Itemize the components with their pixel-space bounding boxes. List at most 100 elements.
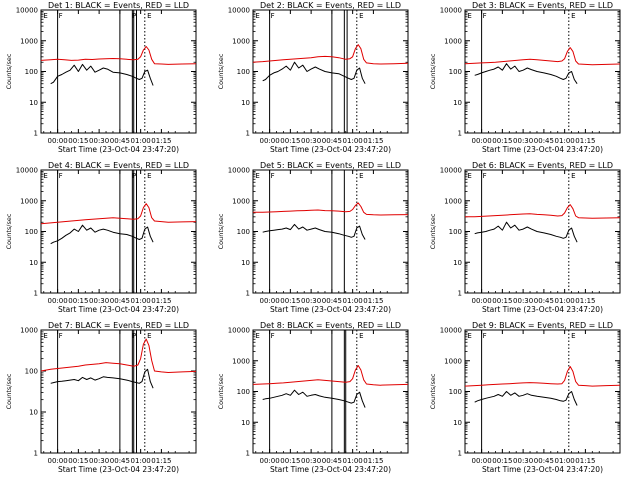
plot-frame — [40, 169, 197, 294]
x-tick-label: 00:30 — [89, 137, 109, 145]
x-tick-label: 01:00 — [131, 457, 151, 465]
x-tick-label: 01:00 — [555, 137, 575, 145]
detector-panel-7: Det 7: BLACK = Events, RED = LLD Counts/s… — [5, 321, 197, 474]
x-axis-label: Start Time (23-Oct-04 23:47:20) — [482, 145, 603, 154]
interval-marker: P — [132, 172, 136, 180]
y-tick-label: 100 — [25, 368, 38, 376]
x-tick-label: 01:00 — [131, 137, 151, 145]
y-tick-label: 100 — [237, 388, 250, 396]
interval-marker: F — [483, 172, 487, 180]
series-line-events — [474, 391, 578, 406]
x-tick-label: 00:15 — [280, 457, 300, 465]
y-tick-label: 100 — [25, 228, 38, 236]
chart-title: Det 5: BLACK = Events, RED = LLD — [260, 161, 401, 170]
x-tick-label: 00:45 — [110, 137, 130, 145]
detector-panel-9: Det 9: BLACK = Events, RED = LLD Counts/s… — [429, 321, 621, 474]
detector-panel-6: Det 6: BLACK = Events, RED = LLD Counts/s… — [429, 161, 621, 314]
series-line-lld — [40, 203, 197, 225]
y-axis-label: Counts/sec — [429, 373, 437, 409]
y-tick-label: 100 — [449, 228, 462, 236]
x-tick-label: 00:45 — [110, 297, 130, 305]
y-tick-label: 1 — [458, 130, 462, 138]
x-tick-label: 01:15 — [151, 137, 171, 145]
x-tick-label: 01:15 — [575, 297, 595, 305]
y-axis-label: Counts/sec — [5, 213, 13, 249]
x-tick-label: 00:00 — [48, 137, 68, 145]
x-axis-label: Start Time (23-Oct-04 23:47:20) — [270, 305, 391, 314]
interval-marker: E — [147, 172, 151, 180]
x-tick-label: 01:00 — [343, 457, 363, 465]
interval-marker: E — [255, 12, 259, 20]
series-line-events — [50, 224, 154, 245]
x-axis-label: Start Time (23-Oct-04 23:47:20) — [482, 305, 603, 314]
interval-marker: E — [147, 12, 151, 20]
chart-title: Det 2: BLACK = Events, RED = LLD — [260, 1, 401, 10]
y-tick-label: 1000 — [20, 197, 38, 205]
series-line-lld — [253, 202, 409, 216]
plot-frame — [252, 329, 409, 454]
y-axis-label: Counts/sec — [217, 53, 225, 89]
interval-marker: E — [571, 332, 575, 340]
x-tick-label: 00:45 — [322, 297, 342, 305]
interval-marker: E — [571, 12, 575, 20]
x-tick-label: 00:30 — [301, 457, 321, 465]
chart-title: Det 9: BLACK = Events, RED = LLD — [472, 321, 613, 330]
y-tick-label: 10000 — [440, 7, 462, 15]
interval-marker: P — [132, 332, 136, 340]
interval-marker: E — [255, 332, 259, 340]
y-tick-label: 10 — [29, 259, 38, 267]
detector-panel-2: Det 2: BLACK = Events, RED = LLD Counts/s… — [217, 1, 409, 154]
y-tick-label: 1 — [458, 290, 462, 298]
interval-marker: E — [43, 172, 47, 180]
interval-marker: F — [59, 12, 63, 20]
y-tick-label: 1000 — [232, 197, 250, 205]
y-tick-label: 100 — [237, 228, 250, 236]
y-tick-label: 1000 — [232, 357, 250, 365]
chart-title: Det 7: BLACK = Events, RED = LLD — [48, 321, 189, 330]
y-tick-label: 10000 — [16, 167, 38, 175]
y-tick-label: 10000 — [228, 327, 250, 335]
x-tick-label: 01:00 — [343, 297, 363, 305]
y-tick-label: 100 — [25, 68, 38, 76]
x-tick-label: 00:30 — [301, 297, 321, 305]
x-tick-label: 01:00 — [555, 297, 575, 305]
plot-frame — [252, 169, 409, 294]
y-tick-label: 10000 — [440, 327, 462, 335]
detector-panel-8: Det 8: BLACK = Events, RED = LLD Counts/s… — [217, 321, 409, 474]
y-tick-label: 10 — [29, 99, 38, 107]
x-tick-label: 00:15 — [492, 297, 512, 305]
x-tick-label: 01:00 — [343, 137, 363, 145]
interval-marker: F — [271, 172, 275, 180]
series-line-events — [262, 389, 366, 408]
x-tick-label: 00:15 — [68, 297, 88, 305]
x-axis-label: Start Time (23-Oct-04 23:47:20) — [58, 465, 179, 474]
detector-panel-4: Det 4: BLACK = Events, RED = LLD Counts/s… — [5, 161, 197, 314]
y-tick-label: 1 — [34, 130, 38, 138]
x-tick-label: 00:00 — [48, 457, 68, 465]
interval-marker: E — [467, 12, 471, 20]
y-tick-label: 1 — [34, 290, 38, 298]
x-tick-label: 01:15 — [151, 297, 171, 305]
series-line-lld — [464, 47, 621, 66]
y-tick-label: 100 — [449, 388, 462, 396]
y-tick-label: 1 — [246, 290, 250, 298]
x-tick-label: 00:00 — [48, 297, 68, 305]
plot-frame — [40, 9, 197, 134]
x-tick-label: 00:30 — [301, 137, 321, 145]
interval-marker: P — [132, 12, 136, 20]
y-tick-label: 1000 — [232, 37, 250, 45]
y-tick-label: 10 — [241, 99, 250, 107]
x-tick-label: 01:15 — [363, 297, 383, 305]
x-axis-label: Start Time (23-Oct-04 23:47:20) — [482, 465, 603, 474]
y-tick-label: 10 — [453, 259, 462, 267]
x-axis-label: Start Time (23-Oct-04 23:47:20) — [58, 305, 179, 314]
interval-marker: E — [43, 332, 47, 340]
x-tick-label: 01:00 — [555, 457, 575, 465]
x-tick-label: 00:15 — [68, 457, 88, 465]
chart-title: Det 3: BLACK = Events, RED = LLD — [472, 1, 613, 10]
chart-title: Det 8: BLACK = Events, RED = LLD — [260, 321, 401, 330]
x-tick-label: 00:45 — [534, 137, 554, 145]
y-tick-label: 1 — [246, 450, 250, 458]
series-line-lld — [40, 46, 197, 65]
